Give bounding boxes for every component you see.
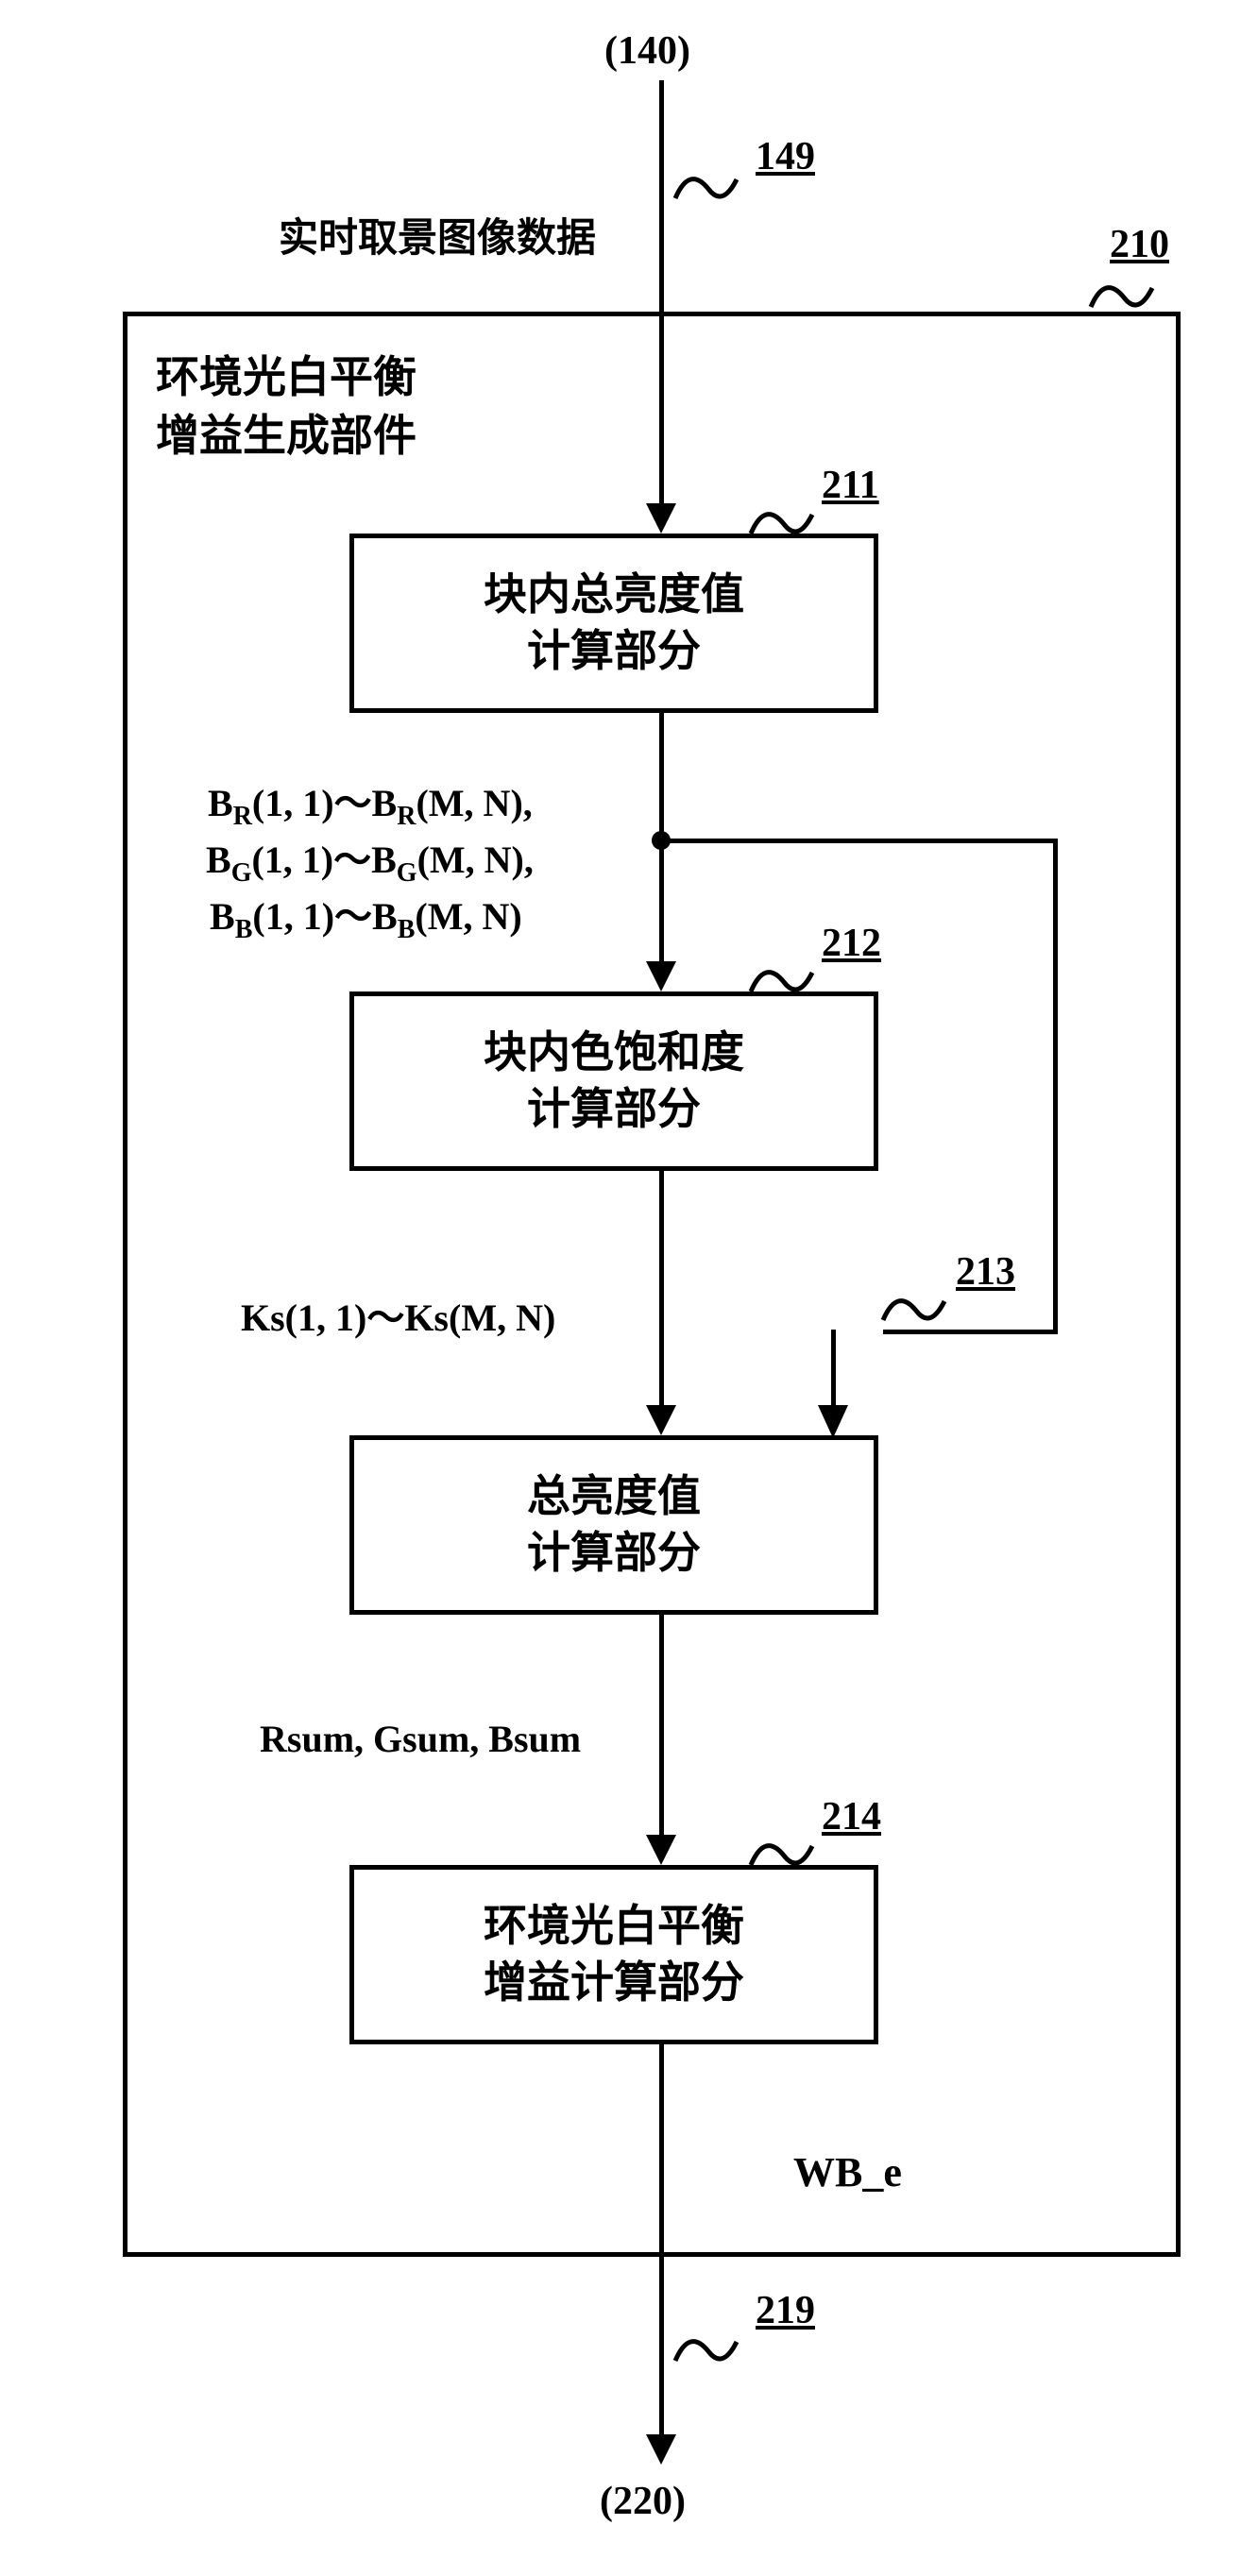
arrow3-head [646, 1835, 676, 1865]
input-ref-number: 149 [756, 134, 815, 179]
output-ref-number: 219 [756, 2288, 815, 2333]
arrow2-head [646, 1405, 676, 1435]
arrow3-line [659, 1615, 664, 1844]
arrow3-label: Rsum, Gsum, Bsum [260, 1717, 581, 1761]
block1-ref-number: 211 [822, 463, 879, 508]
block3-ref-number: 213 [956, 1249, 1015, 1295]
block1-line1: 块内总亮度值 [484, 567, 744, 623]
outer-title-line2: 增益生成部件 [156, 401, 416, 464]
block4-ref-number: 214 [822, 1794, 881, 1839]
block4-line1: 环境光白平衡 [484, 1898, 744, 1955]
branch-line-right [661, 839, 1058, 843]
output-arrow-head [646, 2434, 676, 2465]
outer-ref-number: 210 [1110, 222, 1169, 267]
block4-line2: 增益计算部分 [484, 1955, 744, 2011]
top-source-ref: (140) [604, 28, 690, 74]
block-sum-brightness: 总亮度值 计算部分 [349, 1435, 878, 1615]
branch-line-into [831, 1330, 836, 1415]
block2-line1: 块内色饱和度 [484, 1025, 744, 1081]
outer-title-line1: 环境光白平衡 [156, 343, 416, 405]
arrow2-label: Ks(1, 1)～Ks(M, N) [241, 1287, 555, 1342]
block3-line2: 计算部分 [527, 1525, 701, 1582]
block2-line2: 计算部分 [527, 1081, 701, 1138]
block2-ref-number: 212 [822, 921, 881, 966]
block-wb-gain: 环境光白平衡 增益计算部分 [349, 1865, 878, 2044]
block-total-brightness: 块内总亮度值 计算部分 [349, 534, 878, 713]
arrow1-label-line3: BB(1, 1)～BB(M, N) [210, 886, 522, 945]
bottom-dest-ref: (220) [600, 2479, 686, 2524]
block-saturation: 块内色饱和度 计算部分 [349, 991, 878, 1171]
arrow1-label-line1: BR(1, 1)～BR(M, N), [208, 772, 533, 832]
branch-line-down [1053, 839, 1058, 1334]
arrow1-head [646, 961, 676, 991]
output-label: WB_e [793, 2148, 902, 2196]
block1-line2: 计算部分 [527, 623, 701, 680]
arrow2-line [659, 1171, 664, 1415]
branch-arrow-head-svg [818, 1405, 848, 1438]
output-arrow-line [659, 2044, 664, 2444]
block3-line1: 总亮度值 [527, 1468, 701, 1525]
input-data-label: 实时取景图像数据 [279, 206, 596, 263]
arrow1-label-line2: BG(1, 1)～BG(M, N), [206, 829, 534, 889]
